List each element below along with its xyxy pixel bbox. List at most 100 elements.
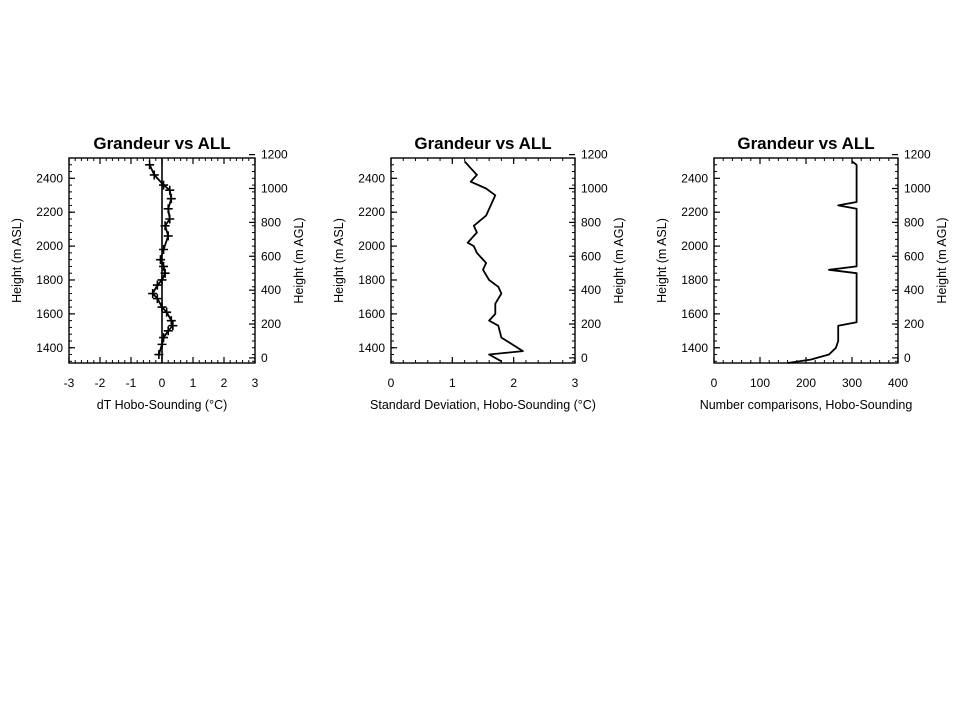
- data-point-marker: [163, 326, 173, 336]
- chart-title: Grandeur vs ALL: [737, 134, 874, 153]
- count-panel: 0 100 200 300 400 1400 1600 1800 2000 2200 2400 0 20…: [655, 134, 949, 412]
- y-tick-label: 2400: [681, 171, 708, 185]
- x-tick-label: 100: [750, 376, 770, 390]
- y-tick-label: 1800: [358, 273, 385, 287]
- y2-tick-label: 1200: [261, 148, 288, 162]
- y-tick-label: 1400: [36, 341, 63, 355]
- data-point-marker: [155, 255, 165, 265]
- series-line: [787, 160, 858, 364]
- y-axis-label: Height (m ASL): [655, 218, 669, 303]
- data-point-marker: [157, 302, 167, 312]
- y2-tick-label: 400: [904, 283, 924, 297]
- x-tick-label: 0: [159, 376, 166, 390]
- y2-tick-label: 1000: [261, 181, 288, 195]
- chart-title: Grandeur vs ALL: [93, 134, 230, 153]
- data-point-marker: [168, 321, 178, 331]
- data-point-marker: [165, 185, 175, 195]
- y-tick-label: 1400: [358, 341, 385, 355]
- data-point-marker: [157, 339, 167, 349]
- data-point-marker: [159, 261, 169, 271]
- x-tick-label: -2: [95, 376, 106, 390]
- y2-tick-label: 400: [261, 283, 281, 297]
- data-point-marker: [157, 275, 167, 285]
- y-axis-label: Height (m ASL): [332, 218, 346, 303]
- x-tick-label: 0: [711, 376, 718, 390]
- y2-tick-label: 0: [581, 351, 588, 365]
- chart-title: Grandeur vs ALL: [414, 134, 551, 153]
- y-tick-label: 2400: [36, 171, 63, 185]
- y2-axis-label: Height (m AGL): [935, 217, 949, 303]
- x-axis-label: dT Hobo-Sounding (°C): [97, 398, 228, 412]
- x-tick-label: 1: [449, 376, 456, 390]
- x-tick-label: 300: [842, 376, 862, 390]
- x-tick-label: 2: [510, 376, 517, 390]
- series-line: [463, 160, 524, 363]
- x-tick-label: 0: [388, 376, 395, 390]
- y2-tick-label: 800: [261, 215, 281, 229]
- data-point-marker: [149, 170, 159, 180]
- data-point-marker: [165, 214, 175, 224]
- y-tick-label: 2200: [358, 205, 385, 219]
- y2-tick-label: 0: [261, 351, 268, 365]
- data-point-marker: [166, 194, 176, 204]
- x-tick-label: -3: [64, 376, 75, 390]
- y-tick-label: 2400: [358, 171, 385, 185]
- y2-tick-label: 200: [261, 317, 281, 331]
- y-tick-label: 1600: [36, 307, 63, 321]
- x-tick-label: 1: [190, 376, 197, 390]
- y-axis-label: Height (m ASL): [10, 218, 24, 303]
- data-point-marker: [159, 180, 169, 190]
- data-point-marker: [152, 294, 162, 304]
- x-axis-label: Number comparisons, Hobo-Sounding: [700, 398, 913, 412]
- y2-tick-label: 600: [581, 249, 601, 263]
- data-point-marker: [154, 350, 164, 360]
- y-tick-label: 2000: [36, 239, 63, 253]
- data-point-marker: [163, 231, 173, 241]
- data-point-marker: [152, 280, 162, 290]
- data-point-marker: [160, 268, 170, 278]
- y-tick-label: 1800: [36, 273, 63, 287]
- x-tick-label: 3: [572, 376, 579, 390]
- y-tick-label: 2000: [681, 239, 708, 253]
- x-tick-label: 3: [252, 376, 259, 390]
- y2-tick-label: 600: [261, 249, 281, 263]
- y2-tick-label: 200: [904, 317, 924, 331]
- dt-panel: -3 -2 -1 0 1 2 3 1400 1600 1800 2000 2200 2400 0 200 40…: [10, 134, 306, 412]
- y2-tick-label: 200: [581, 317, 601, 331]
- x-tick-label: -1: [126, 376, 137, 390]
- x-tick-label: 400: [888, 376, 908, 390]
- y-tick-label: 2200: [681, 205, 708, 219]
- y2-tick-label: 0: [904, 351, 911, 365]
- x-tick-label: 2: [221, 376, 228, 390]
- y2-tick-label: 800: [904, 215, 924, 229]
- y2-axis-label: Height (m AGL): [292, 217, 306, 303]
- y2-tick-label: 1200: [581, 148, 608, 162]
- y-tick-label: 1400: [681, 341, 708, 355]
- y2-tick-label: 600: [904, 249, 924, 263]
- plot-frame: [713, 157, 899, 364]
- data-point-marker: [148, 289, 158, 299]
- y2-tick-label: 1200: [904, 148, 931, 162]
- x-tick-label: 200: [796, 376, 816, 390]
- y-tick-label: 1800: [681, 273, 708, 287]
- y2-axis-label: Height (m AGL): [612, 217, 626, 303]
- data-point-marker: [166, 316, 176, 326]
- plot-frame: [390, 157, 576, 364]
- data-point-marker: [162, 307, 172, 317]
- y2-tick-label: 1000: [581, 181, 608, 195]
- stddev-panel: 0 1 2 3 1400 1600 1800 2000 2200 2400 0 200 400 600 80…: [332, 134, 626, 412]
- y-tick-label: 2200: [36, 205, 63, 219]
- y-tick-label: 1600: [358, 307, 385, 321]
- y-tick-label: 1600: [681, 307, 708, 321]
- data-point-marker: [159, 333, 169, 343]
- y2-tick-label: 1000: [904, 181, 931, 195]
- y-tick-label: 2000: [358, 239, 385, 253]
- x-axis-label: Standard Deviation, Hobo-Sounding (°C): [370, 398, 596, 412]
- y2-tick-label: 800: [581, 215, 601, 229]
- data-point-marker: [145, 160, 155, 170]
- y2-tick-label: 400: [581, 283, 601, 297]
- data-point-marker: [159, 244, 169, 254]
- data-point-marker: [163, 204, 173, 214]
